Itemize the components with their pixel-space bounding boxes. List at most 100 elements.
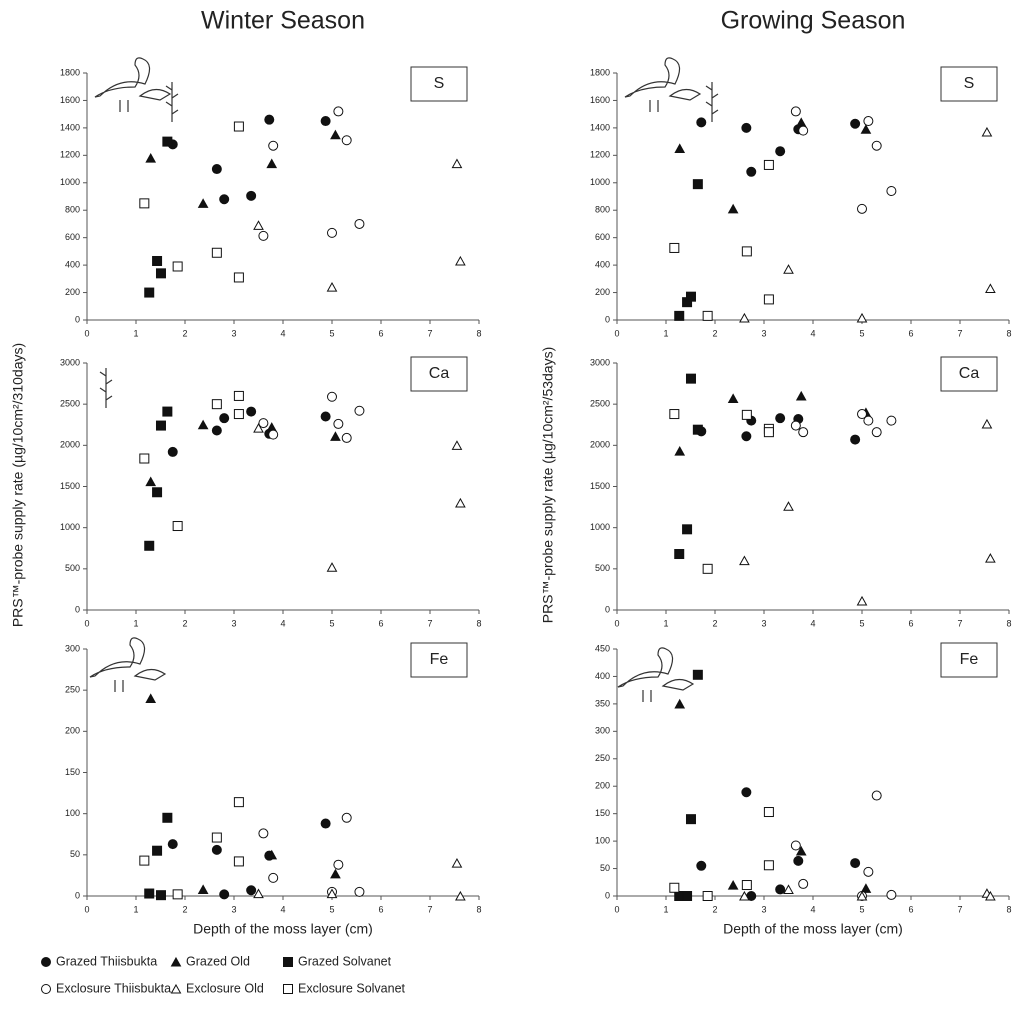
y-tick-label: 3000 [60, 357, 80, 367]
x-tick-label: 1 [663, 904, 668, 914]
point [264, 114, 275, 125]
point [139, 855, 150, 866]
point [739, 890, 750, 901]
point [451, 158, 463, 169]
point [860, 883, 872, 893]
point [763, 294, 774, 305]
point [330, 431, 341, 441]
point [702, 891, 713, 901]
y-tick-label: 1200 [590, 150, 610, 160]
legend-marker [170, 983, 182, 994]
point [798, 125, 809, 136]
point [783, 884, 794, 894]
point [886, 186, 897, 197]
x-tick-label: 0 [84, 328, 89, 338]
point [741, 787, 752, 798]
point [333, 106, 344, 117]
x-tick-label: 2 [182, 618, 187, 628]
point [857, 409, 867, 420]
x-tick-label: 0 [614, 618, 619, 628]
point [266, 849, 278, 860]
y-tick-label: 400 [595, 259, 610, 269]
x-tick-label: 7 [427, 904, 432, 914]
point [763, 159, 774, 170]
point [219, 413, 230, 424]
x-tick-label: 6 [378, 618, 383, 628]
x-tick-label: 7 [427, 328, 432, 338]
x-tick-label: 0 [614, 904, 619, 914]
point [167, 446, 178, 457]
point [727, 203, 739, 214]
x-tick-label: 7 [427, 618, 432, 628]
x-tick-label: 1 [663, 618, 668, 628]
y-tick-label: 450 [595, 643, 610, 653]
x-tick-label: 8 [476, 618, 481, 628]
point [354, 218, 365, 229]
y-tick-label: 150 [65, 767, 80, 777]
point [674, 549, 685, 560]
point [139, 198, 150, 209]
y-tick-label: 250 [65, 685, 80, 695]
point [233, 390, 244, 401]
y-tick-label: 2500 [590, 399, 610, 409]
point [741, 431, 752, 442]
x-tick-label: 0 [614, 328, 619, 338]
point [860, 124, 872, 134]
chart-title: Winter Season [201, 7, 365, 35]
point [152, 845, 163, 856]
point [746, 166, 757, 177]
y-tick-label: 600 [595, 232, 610, 242]
point [320, 116, 331, 127]
point [985, 283, 996, 293]
panel-label: Ca [959, 365, 980, 382]
point [685, 373, 696, 384]
x-tick-label: 5 [329, 618, 334, 628]
y-tick-label: 1600 [60, 95, 80, 105]
point [172, 521, 183, 532]
y-tick-label: 400 [65, 259, 80, 269]
point [155, 420, 166, 431]
legend-label: Exclosure Thiisbukta [56, 981, 171, 995]
legend-label: Grazed Thiisbukta [56, 954, 157, 968]
point [155, 268, 166, 279]
x-tick-label: 2 [182, 904, 187, 914]
x-tick-label: 2 [712, 618, 717, 628]
point [211, 164, 222, 175]
point [850, 118, 861, 129]
y-tick-label: 50 [600, 863, 610, 873]
point [682, 524, 693, 535]
point [783, 264, 794, 274]
y-axis-label: PRS™-probe supply rate (µg/10cm²/310days… [10, 343, 26, 627]
point [266, 158, 278, 169]
point [145, 693, 157, 703]
point [219, 194, 230, 205]
panel-label: Ca [429, 365, 450, 382]
point [268, 429, 279, 440]
panel-label: Fe [960, 651, 979, 668]
x-tick-label: 3 [761, 618, 766, 628]
y-tick-label: 1000 [60, 177, 80, 187]
point [741, 880, 752, 891]
point [455, 255, 466, 266]
panel-label-box [940, 642, 998, 678]
point [354, 886, 365, 897]
point [739, 555, 750, 566]
point [320, 411, 331, 422]
point [253, 422, 264, 433]
x-tick-label: 5 [329, 328, 334, 338]
point [455, 497, 466, 508]
legend-marker [283, 957, 293, 967]
x-tick-label: 3 [761, 904, 766, 914]
point [682, 891, 693, 901]
point [233, 121, 244, 132]
point [790, 106, 801, 117]
x-tick-label: 5 [859, 904, 864, 914]
point [985, 890, 996, 901]
y-tick-label: 1800 [60, 67, 80, 77]
legend-marker [283, 984, 293, 994]
point [246, 885, 257, 896]
y-tick-label: 800 [595, 205, 610, 215]
y-tick-label: 2000 [590, 440, 610, 450]
point [692, 669, 703, 680]
